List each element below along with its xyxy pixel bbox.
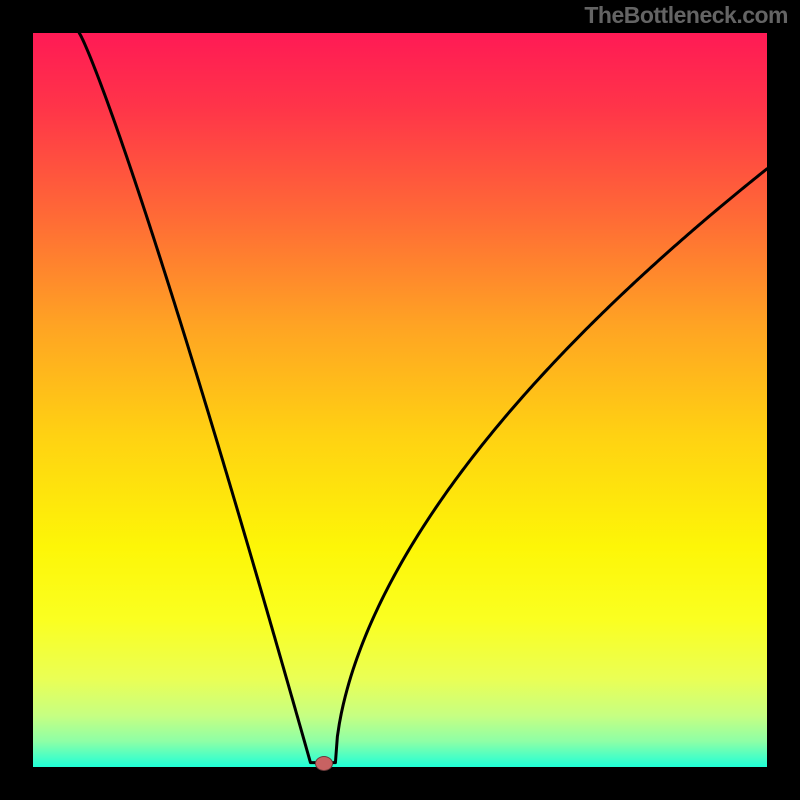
minimum-marker (315, 756, 333, 771)
plot-area (33, 33, 767, 767)
bottleneck-curve (79, 33, 767, 763)
chart-container: TheBottleneck.com (0, 0, 800, 800)
curve-svg (33, 33, 767, 767)
watermark-text: TheBottleneck.com (584, 2, 788, 29)
